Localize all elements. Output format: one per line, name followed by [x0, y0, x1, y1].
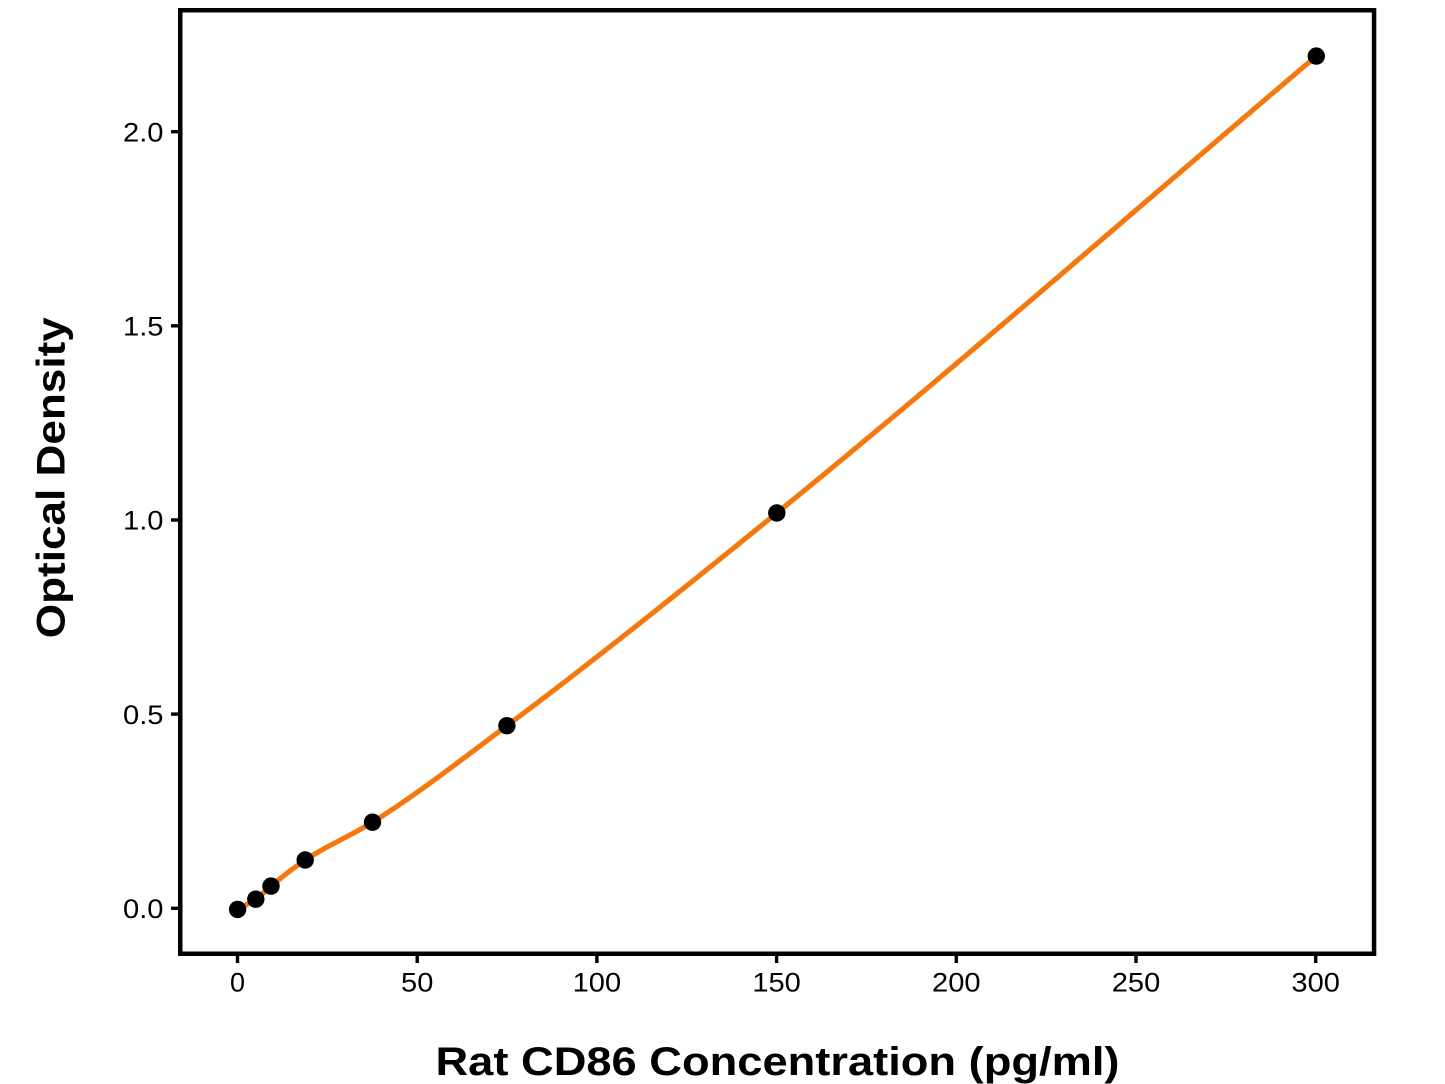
svg-text:0: 0 [230, 968, 245, 998]
svg-text:150: 150 [752, 968, 801, 998]
svg-text:100: 100 [573, 968, 622, 998]
svg-text:50: 50 [401, 968, 433, 998]
svg-text:2.0: 2.0 [123, 117, 164, 147]
svg-text:Rat CD86 Concentration (pg/ml): Rat CD86 Concentration (pg/ml) [436, 1040, 1120, 1084]
svg-text:1.5: 1.5 [123, 311, 164, 341]
svg-text:0.0: 0.0 [123, 894, 164, 924]
svg-text:1.0: 1.0 [123, 506, 164, 536]
svg-text:200: 200 [932, 968, 981, 998]
svg-text:250: 250 [1112, 968, 1161, 998]
svg-text:0.5: 0.5 [123, 700, 164, 730]
svg-text:Optical Density: Optical Density [30, 316, 74, 638]
svg-text:300: 300 [1291, 968, 1340, 998]
